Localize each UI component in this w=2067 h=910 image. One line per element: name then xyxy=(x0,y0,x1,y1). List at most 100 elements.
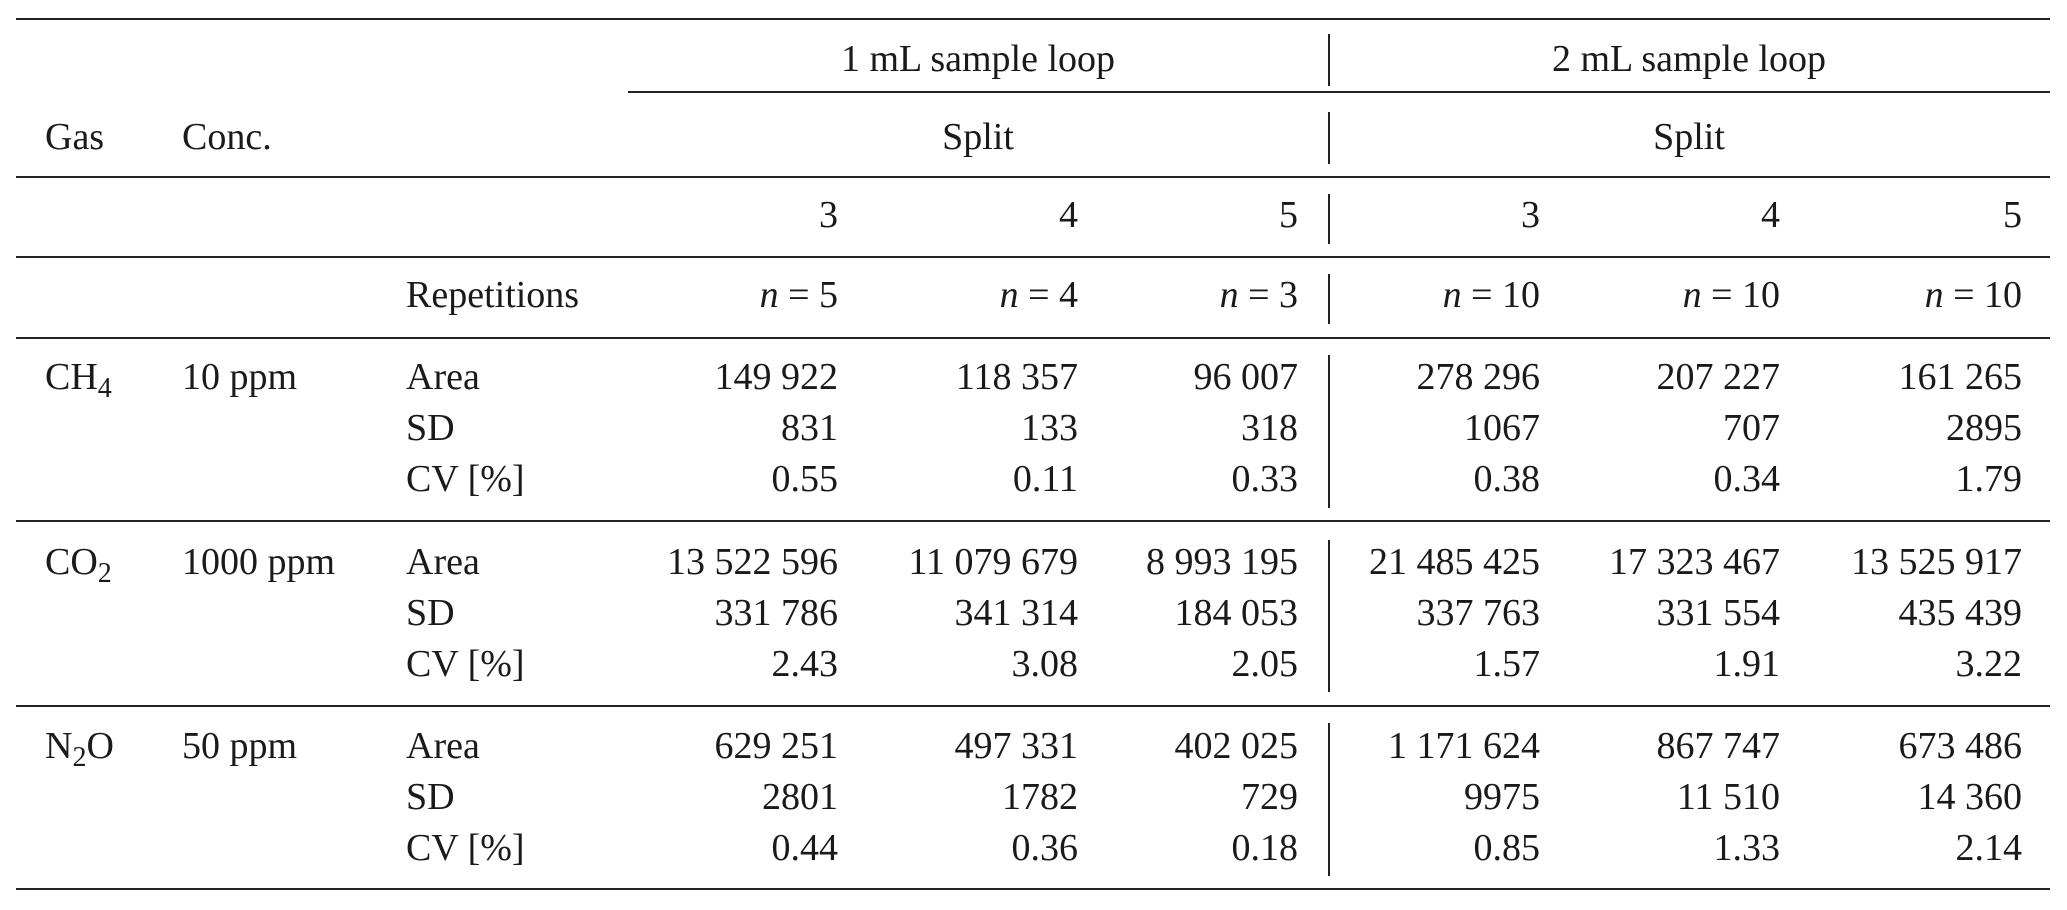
table-cell: 1.91 xyxy=(1713,643,1781,685)
top-rule xyxy=(16,18,2050,20)
table-cell: 867 747 xyxy=(1656,725,1781,767)
metric-label: CV [%] xyxy=(406,458,525,500)
repetition-count: n = 10 xyxy=(1925,276,2022,314)
group-divider-3 xyxy=(1328,274,1330,324)
table-cell: 435 439 xyxy=(1898,592,2023,634)
metric-label: CV [%] xyxy=(406,827,525,869)
metric-label: Area xyxy=(406,541,480,583)
group-divider-5 xyxy=(1328,540,1330,692)
table-cell: 1 171 624 xyxy=(1388,725,1540,767)
group-divider-2 xyxy=(1328,194,1330,244)
split-value: 5 xyxy=(1279,194,1298,236)
metric-label: SD xyxy=(406,776,455,818)
repetition-count: n = 4 xyxy=(1000,276,1078,314)
gas-name: N2O xyxy=(45,725,114,773)
table-cell: 161 265 xyxy=(1898,356,2023,398)
group-divider-0 xyxy=(1328,34,1330,86)
repetition-count: n = 5 xyxy=(760,276,838,314)
table-cell: 21 485 425 xyxy=(1369,541,1540,583)
n-value: = 5 xyxy=(778,274,838,316)
table-cell: 331 554 xyxy=(1656,592,1781,634)
metric-label: SD xyxy=(406,407,455,449)
n-value: = 10 xyxy=(1701,274,1780,316)
table-cell: 2801 xyxy=(762,776,838,818)
n-value: = 10 xyxy=(1461,274,1540,316)
n-symbol: n xyxy=(1682,274,1702,316)
n-symbol: n xyxy=(1924,274,1944,316)
n-symbol: n xyxy=(1219,274,1239,316)
n-value: = 4 xyxy=(1018,274,1078,316)
table-cell: 1782 xyxy=(1002,776,1078,818)
table-cell: 831 xyxy=(781,407,838,449)
concentration: 1000 ppm xyxy=(182,541,336,583)
gas-header: Gas xyxy=(45,116,105,158)
n-symbol: n xyxy=(759,274,779,316)
table-cell: 337 763 xyxy=(1416,592,1541,634)
gas-name: CH4 xyxy=(45,356,112,404)
table-cell: 149 922 xyxy=(714,356,839,398)
split-value: 3 xyxy=(1521,194,1540,236)
table-cell: 17 323 467 xyxy=(1609,541,1780,583)
table-cell: 11 510 xyxy=(1676,776,1780,818)
group-1-underline xyxy=(628,91,2050,93)
table-cell: 0.36 xyxy=(1011,827,1079,869)
table-cell: 0.18 xyxy=(1231,827,1299,869)
table-cell: 729 xyxy=(1241,776,1298,818)
group-1-header: 1 mL sample loop xyxy=(840,38,1116,80)
co2-block-rule xyxy=(16,705,2050,707)
table-cell: 2895 xyxy=(1946,407,2022,449)
table-cell: 184 053 xyxy=(1174,592,1299,634)
table-cell: 2.05 xyxy=(1231,643,1299,685)
gas-name: CO2 xyxy=(45,541,112,589)
split-2-header: Split xyxy=(1653,116,1725,158)
split-1-header: Split xyxy=(942,116,1014,158)
repetitions-rule xyxy=(16,337,2050,339)
table-cell: 318 xyxy=(1241,407,1298,449)
table-cell: 497 331 xyxy=(954,725,1079,767)
repetition-count: n = 10 xyxy=(1443,276,1540,314)
split-value: 4 xyxy=(1059,194,1078,236)
header-rule xyxy=(16,176,2050,178)
group-divider-4 xyxy=(1328,355,1330,508)
ch4-block-rule xyxy=(16,520,2050,522)
metric-label: CV [%] xyxy=(406,643,525,685)
table-cell: 9975 xyxy=(1464,776,1540,818)
repetitions-label: Repetitions xyxy=(406,274,580,316)
group-divider-6 xyxy=(1328,723,1330,876)
table-cell: 1067 xyxy=(1464,407,1540,449)
table-cell: 0.11 xyxy=(1012,458,1078,500)
table-cell: 673 486 xyxy=(1898,725,2023,767)
table-cell: 0.44 xyxy=(771,827,839,869)
table-cell: 13 525 917 xyxy=(1851,541,2022,583)
metric-label: SD xyxy=(406,592,455,634)
group-divider-1 xyxy=(1328,112,1330,164)
table-cell: 0.33 xyxy=(1231,458,1299,500)
split-value: 5 xyxy=(2003,194,2022,236)
table-cell: 8 993 195 xyxy=(1146,541,1298,583)
n-symbol: n xyxy=(1442,274,1462,316)
n-symbol: n xyxy=(999,274,1019,316)
table-cell: 13 522 596 xyxy=(667,541,838,583)
table-cell: 0.55 xyxy=(771,458,839,500)
conc-header: Conc. xyxy=(182,116,272,158)
table-cell: 629 251 xyxy=(714,725,839,767)
table-cell: 1.33 xyxy=(1713,827,1781,869)
split-rule xyxy=(16,256,2050,258)
table-cell: 96 007 xyxy=(1193,356,1299,398)
table-cell: 341 314 xyxy=(954,592,1079,634)
table-cell: 133 xyxy=(1021,407,1078,449)
table-cell: 0.34 xyxy=(1713,458,1781,500)
table-cell: 207 227 xyxy=(1656,356,1781,398)
table-cell: 2.14 xyxy=(1955,827,2023,869)
table-cell: 402 025 xyxy=(1174,725,1299,767)
concentration: 10 ppm xyxy=(182,356,298,398)
table-cell: 3.22 xyxy=(1955,643,2023,685)
table-cell: 118 357 xyxy=(955,356,1078,398)
split-value: 3 xyxy=(819,194,838,236)
table-cell: 278 296 xyxy=(1416,356,1541,398)
table-cell: 2.43 xyxy=(771,643,839,685)
table-cell: 3.08 xyxy=(1011,643,1079,685)
repetition-count: n = 10 xyxy=(1683,276,1780,314)
table-cell: 1.79 xyxy=(1955,458,2023,500)
table-cell: 1.57 xyxy=(1473,643,1541,685)
